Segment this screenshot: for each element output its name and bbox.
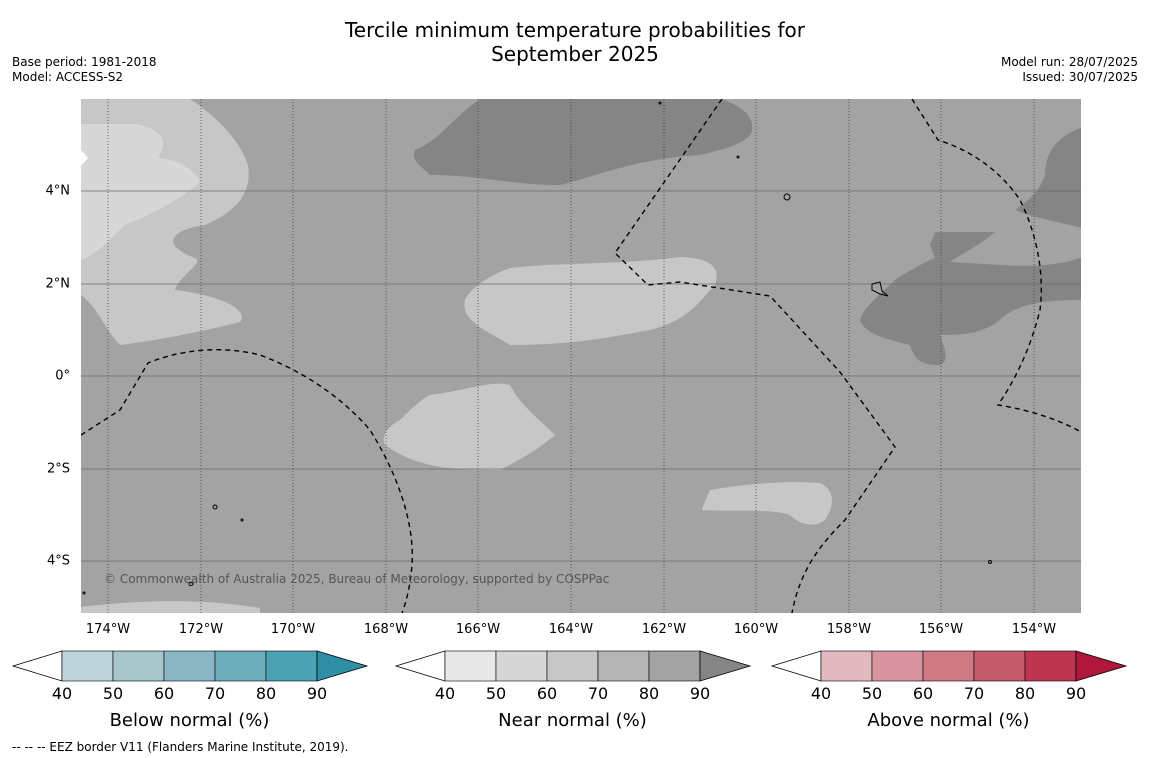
colorbar-label: 60 — [536, 684, 558, 703]
colorbar-low-arrow — [771, 650, 822, 682]
colorbar-label: 50 — [861, 684, 883, 703]
x-tick: 168°W — [363, 622, 409, 637]
copyright-credit: © Commonwealth of Australia 2025, Bureau… — [104, 572, 610, 586]
colorbar-segment — [546, 650, 599, 682]
map-background — [81, 99, 1081, 613]
colorbar-segment — [112, 650, 165, 682]
eez-footnote: -- -- -- EEZ border V11 (Flanders Marine… — [12, 740, 349, 754]
meta-left: Base period: 1981-2018 Model: ACCESS-S2 — [12, 55, 157, 85]
colorbar-segment — [597, 650, 650, 682]
map-title: Tercile minimum temperature probabilitie… — [0, 18, 1150, 66]
model-name: Model: ACCESS-S2 — [12, 70, 124, 84]
colorbar-label: 40 — [51, 684, 73, 703]
colorbar-segment — [973, 650, 1026, 682]
colorbar-label: 40 — [434, 684, 456, 703]
contour-light-centre — [464, 257, 717, 345]
colorbar-label: 90 — [1065, 684, 1087, 703]
colorbar-title: Below normal (%) — [109, 710, 270, 731]
colorbar-label: 90 — [689, 684, 711, 703]
colorbar-3 — [771, 650, 1128, 682]
colorbar-segment — [495, 650, 548, 682]
colorbar-high-arrow — [316, 650, 369, 682]
colorbar-label: 90 — [306, 684, 328, 703]
colorbar-low-arrow — [395, 650, 446, 682]
meta-right: Model run: 28/07/2025 Issued: 30/07/2025 — [1001, 55, 1138, 85]
contour-lighter-west — [81, 124, 200, 260]
model-run: Model run: 28/07/2025 — [1000, 55, 1138, 69]
colorbar-label: 80 — [638, 684, 660, 703]
x-tick: 156°W — [918, 622, 964, 637]
colorbar-title: Near normal (%) — [498, 710, 647, 731]
islands — [82, 101, 992, 595]
y-tick: 2°S — [46, 461, 70, 477]
title-line-1: Tercile minimum temperature probabilitie… — [344, 18, 806, 42]
contour-dark-east — [860, 128, 1081, 365]
colorbar-segment — [1024, 650, 1077, 682]
contour-light-bottom-left — [81, 601, 260, 613]
colorbar-segment — [265, 650, 318, 682]
y-tick: 4°N — [45, 183, 71, 199]
eez-borders — [81, 99, 1081, 613]
colorbar-label: 50 — [102, 684, 124, 703]
colorbar-label: 60 — [153, 684, 175, 703]
y-tick: 2°N — [45, 276, 71, 292]
x-tick: 162°W — [641, 622, 687, 637]
colorbar-label: 70 — [587, 684, 609, 703]
y-tick: 0° — [55, 368, 70, 384]
y-tick: 4°S — [46, 553, 70, 569]
x-tick: 172°W — [178, 622, 224, 637]
title-line-2: September 2025 — [491, 42, 659, 66]
x-tick: 164°W — [548, 622, 594, 637]
contour-white-edge — [81, 150, 88, 166]
base-period: Base period: 1981-2018 — [12, 55, 157, 69]
colorbar-1 — [12, 650, 369, 682]
colorbar-low-arrow — [12, 650, 63, 682]
colorbar-label: 40 — [810, 684, 832, 703]
colorbar-segment — [922, 650, 975, 682]
x-tick: 160°W — [733, 622, 779, 637]
colorbar-segment — [163, 650, 216, 682]
colorbar-high-arrow — [1075, 650, 1128, 682]
contour-light-south-centre — [383, 383, 555, 470]
latitude-gridlines — [81, 190, 1081, 562]
colorbar-title: Above normal (%) — [867, 710, 1030, 731]
colorbar-segment — [871, 650, 924, 682]
colorbar-2 — [395, 650, 752, 682]
colorbar-high-arrow — [699, 650, 752, 682]
x-tick: 166°W — [455, 622, 501, 637]
colorbar-segment — [444, 650, 497, 682]
colorbar-segment — [214, 650, 267, 682]
contour-light-southeast — [702, 482, 832, 525]
x-tick: 174°W — [85, 622, 131, 637]
x-tick: 154°W — [1011, 622, 1057, 637]
colorbar-label: 70 — [204, 684, 226, 703]
colorbar-label: 70 — [963, 684, 985, 703]
x-tick: 170°W — [270, 622, 316, 637]
colorbar-label: 80 — [1014, 684, 1036, 703]
colorbar-label: 80 — [255, 684, 277, 703]
colorbar-label: 60 — [912, 684, 934, 703]
colorbar-segment — [648, 650, 701, 682]
colorbar-segment — [820, 650, 873, 682]
colorbar-segment — [61, 650, 114, 682]
x-tick: 158°W — [826, 622, 872, 637]
contour-dark-north — [413, 99, 753, 185]
issued-date: Issued: 30/07/2025 — [1022, 70, 1138, 84]
colorbar-label: 50 — [485, 684, 507, 703]
